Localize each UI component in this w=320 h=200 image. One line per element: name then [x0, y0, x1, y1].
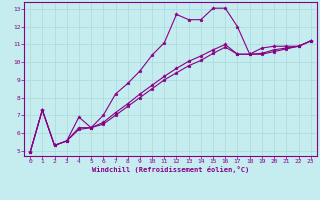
X-axis label: Windchill (Refroidissement éolien,°C): Windchill (Refroidissement éolien,°C) [92, 166, 249, 173]
